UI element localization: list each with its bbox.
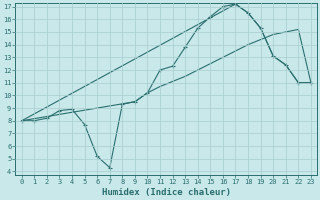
X-axis label: Humidex (Indice chaleur): Humidex (Indice chaleur): [102, 188, 231, 197]
